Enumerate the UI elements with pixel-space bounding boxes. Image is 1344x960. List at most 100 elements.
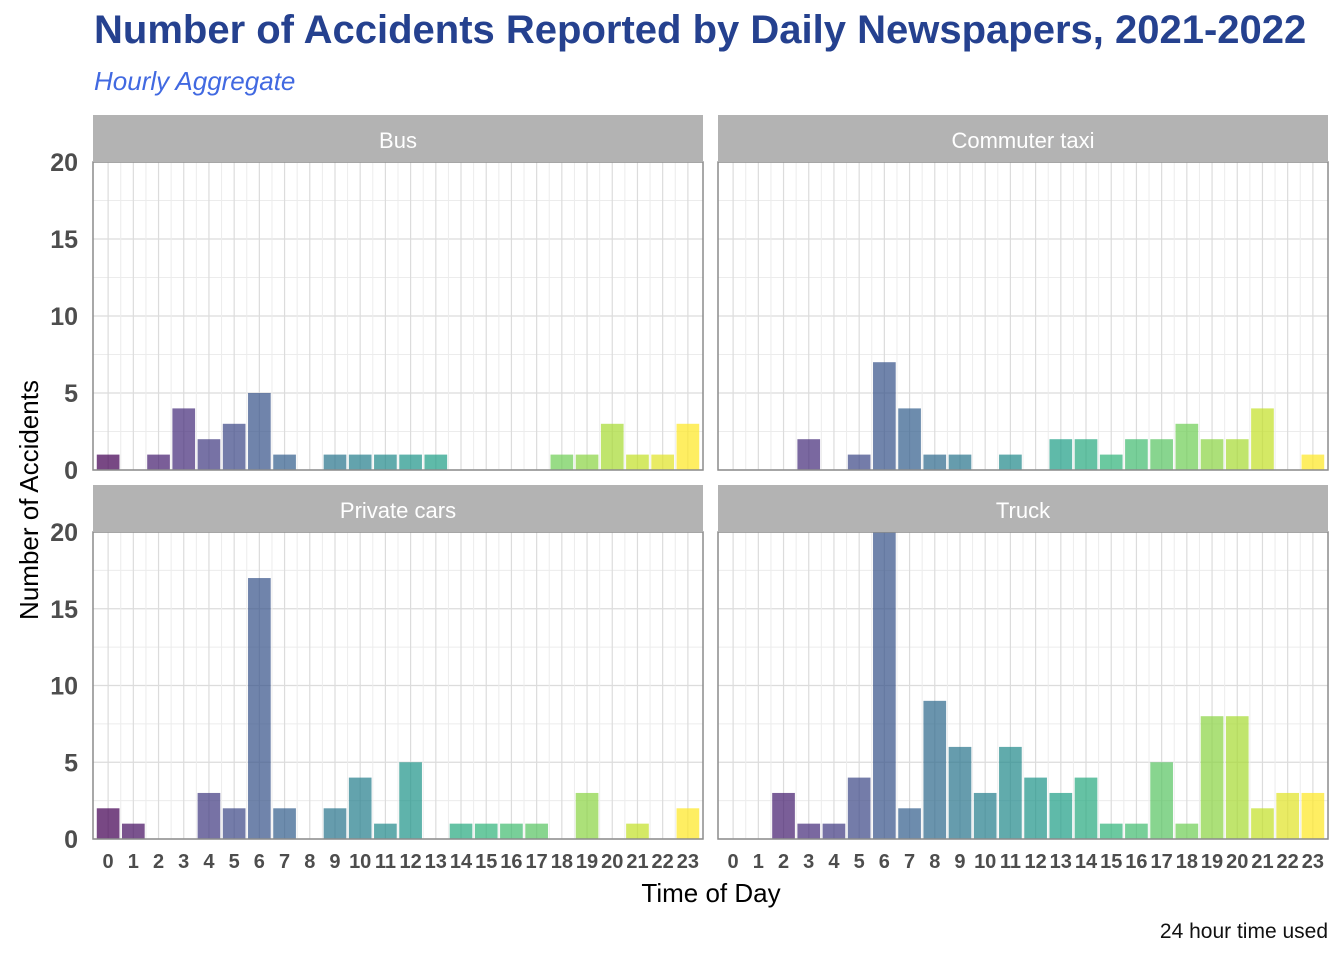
y-tick-label: 15: [50, 226, 78, 254]
bar: [399, 454, 422, 470]
bar: [1225, 439, 1249, 470]
bar: [772, 792, 795, 839]
bar: [651, 454, 675, 470]
bar: [923, 454, 947, 470]
x-tick-label: 16: [500, 851, 522, 873]
x-tick-label: 3: [178, 851, 189, 873]
x-tick-label: 12: [1024, 851, 1046, 873]
bar: [948, 454, 972, 470]
facet-strip: [718, 485, 1328, 532]
x-tick-label: 4: [828, 851, 840, 873]
bar: [323, 454, 347, 470]
y-tick-label: 20: [50, 149, 78, 177]
facet-strip-label: Commuter taxi: [951, 128, 1094, 153]
x-tick-label: 12: [399, 851, 421, 873]
bar: [399, 762, 422, 839]
x-tick-label: 7: [904, 851, 915, 873]
x-tick-label: 14: [1075, 851, 1098, 873]
bar: [1175, 423, 1199, 470]
y-tick-label: 0: [64, 457, 78, 485]
bar: [999, 746, 1022, 839]
x-tick-label: 11: [375, 851, 396, 873]
x-tick-label: 23: [1302, 851, 1324, 873]
x-tick-label: 0: [728, 851, 739, 873]
x-tick-label: 1: [753, 851, 764, 873]
x-tick-label: 6: [879, 851, 890, 873]
bar: [797, 823, 821, 839]
bar: [676, 808, 700, 839]
bar: [273, 808, 296, 839]
bar: [172, 408, 196, 470]
bar: [1125, 439, 1148, 470]
bar: [424, 454, 448, 470]
x-tick-label: 10: [974, 851, 996, 873]
x-tick-label: 8: [304, 851, 315, 873]
x-tick-label: 21: [1251, 851, 1273, 873]
bar: [1024, 777, 1047, 839]
bar: [923, 700, 947, 839]
y-tick-label: 20: [50, 519, 78, 547]
bar: [847, 454, 871, 470]
x-tick-label: 11: [1000, 851, 1021, 873]
y-tick-label: 5: [64, 380, 78, 408]
bar: [348, 777, 372, 839]
bar: [323, 808, 347, 839]
bar: [797, 439, 821, 470]
bar: [147, 454, 170, 470]
bar: [500, 823, 523, 839]
x-tick-label: 22: [652, 851, 674, 873]
facet-strip: [718, 115, 1328, 162]
bar: [1301, 792, 1325, 839]
x-tick-label: 2: [778, 851, 789, 873]
bar: [1175, 823, 1199, 839]
bar: [1049, 792, 1073, 839]
bar: [222, 423, 246, 470]
bar: [1049, 439, 1073, 470]
bar: [1276, 792, 1300, 839]
y-tick-label: 0: [64, 826, 78, 854]
x-tick-label: 17: [1151, 851, 1173, 873]
x-tick-label: 2: [153, 851, 164, 873]
x-tick-label: 1: [128, 851, 139, 873]
x-tick-label: 20: [1226, 851, 1248, 873]
bar: [1225, 716, 1249, 839]
facet-strip-label: Truck: [996, 498, 1051, 523]
bar: [973, 792, 997, 839]
bar: [1251, 808, 1274, 839]
x-tick-label: 15: [475, 851, 497, 873]
bar: [948, 746, 972, 839]
x-tick-label: 20: [601, 851, 623, 873]
y-tick-label: 15: [50, 596, 78, 624]
x-tick-label: 8: [929, 851, 940, 873]
x-tick-label: 6: [254, 851, 265, 873]
bar: [575, 454, 599, 470]
x-tick-label: 13: [1050, 851, 1072, 873]
bar: [626, 454, 649, 470]
bar: [1074, 777, 1098, 839]
x-tick-label: 16: [1125, 851, 1147, 873]
bar: [550, 454, 574, 470]
caption: 24 hour time used: [1159, 920, 1328, 943]
bar: [197, 439, 221, 470]
x-tick-label: 0: [103, 851, 114, 873]
bar: [1125, 823, 1148, 839]
x-tick-label: 9: [954, 851, 965, 873]
bar: [999, 454, 1022, 470]
bar: [873, 532, 896, 839]
x-tick-label: 5: [229, 851, 240, 873]
bar: [96, 808, 120, 839]
bar: [1301, 454, 1325, 470]
x-tick-label: 21: [626, 851, 648, 873]
x-tick-label: 17: [526, 851, 548, 873]
x-tick-label: 19: [576, 851, 598, 873]
bar: [822, 823, 846, 839]
bar: [273, 454, 296, 470]
x-tick-label: 22: [1277, 851, 1299, 873]
facet-strip-label: Bus: [379, 128, 417, 153]
bar: [1200, 439, 1224, 470]
bar: [474, 823, 498, 839]
y-tick-label: 5: [64, 749, 78, 777]
x-tick-label: 14: [450, 851, 473, 873]
bar: [898, 408, 921, 470]
